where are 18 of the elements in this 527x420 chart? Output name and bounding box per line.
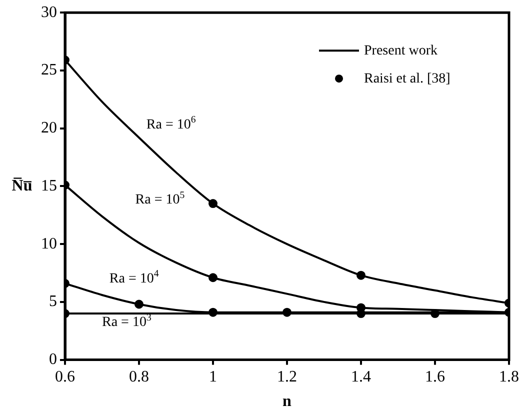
y-tick-label: 5: [49, 293, 57, 310]
y-tick-label: 20: [41, 120, 57, 137]
x-axis-title: n: [282, 392, 292, 410]
x-tick-label: 1.4: [351, 368, 371, 386]
legend-label: Raisi et al. [38]: [364, 71, 450, 86]
y-tick-label: 0: [49, 351, 57, 368]
y-tick-label: 15: [41, 177, 57, 194]
legend-label: Present work: [364, 43, 438, 58]
y-axis-title: N̅u̅: [12, 177, 32, 194]
x-tick-label: 0.6: [55, 368, 75, 386]
x-tick-label: 1.2: [277, 368, 297, 386]
x-tick-label: 0.8: [129, 368, 149, 386]
y-tick-label: 10: [41, 235, 57, 252]
x-tick-label: 1: [209, 368, 217, 386]
x-tick-label: 1.6: [425, 368, 445, 386]
y-tick-label: 25: [41, 62, 57, 79]
y-tick-label: 30: [41, 4, 57, 21]
x-tick-label: 1.8: [499, 368, 519, 386]
